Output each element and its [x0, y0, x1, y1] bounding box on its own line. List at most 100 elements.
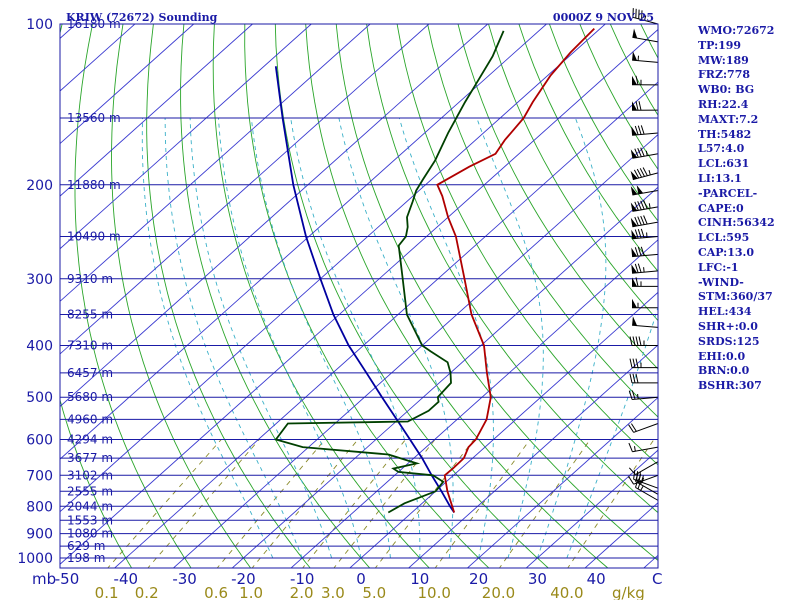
- wind-barb-flag: [630, 423, 637, 432]
- mixing-ratio-line: [434, 439, 531, 568]
- wind-barb-flag: [639, 168, 645, 177]
- dry-adiabat-line: [274, 24, 550, 568]
- moist-adiabats: [141, 117, 658, 559]
- wind-barb-staff: [635, 461, 659, 476]
- height-label: 2555 m: [67, 484, 113, 498]
- isotherm-line: [60, 24, 606, 513]
- wind-barbs: [628, 8, 659, 501]
- index-line: BSHR:307: [698, 379, 762, 393]
- index-line: LCL:631: [698, 157, 750, 171]
- mixing-ratio-tick-label: 5.0: [362, 584, 386, 600]
- wind-barb-half-flag: [641, 477, 645, 483]
- isotherm-line: [60, 24, 195, 145]
- temperature-tick-label: -20: [231, 570, 256, 588]
- moist-adiabat-line: [476, 117, 544, 559]
- isotherm-line: [60, 24, 371, 302]
- height-label: 16180 m: [67, 17, 121, 31]
- wind-barb: [631, 125, 659, 136]
- wind-barb-flag: [635, 373, 639, 384]
- wind-barb: [628, 423, 659, 433]
- wind-barb-flag: [637, 216, 642, 226]
- wind-barb-pennant: [632, 51, 638, 61]
- pressure-labels: 100 200 300 400 500 600 700 800 900 1000: [17, 17, 53, 567]
- parcel-line: [274, 66, 455, 514]
- temperature-tick-labels: -50 -40 -30 -20 -10 0 10 20 30 40: [55, 570, 606, 588]
- wind-barb-flag: [640, 475, 644, 485]
- wind-barb-flag: [629, 358, 633, 368]
- wind-barb-flag: [629, 373, 633, 384]
- index-line: EHI:0.0: [698, 349, 746, 363]
- height-label: 10490 m: [67, 230, 121, 244]
- wind-barb-staff: [632, 189, 659, 196]
- wind-barb-pennant: [632, 101, 637, 111]
- dry-adiabat-line: [244, 24, 490, 568]
- wind-barb-flag: [632, 336, 636, 346]
- wind-barb-pennant: [632, 316, 638, 326]
- isotherm-line: [60, 24, 253, 197]
- wind-barb-flag: [631, 390, 636, 400]
- wind-barb-flag: [638, 336, 642, 346]
- wind-barb: [630, 185, 659, 196]
- wind-barb-staff: [632, 172, 659, 181]
- wind-barb: [630, 167, 659, 181]
- wind-barb-flag: [628, 390, 633, 400]
- wind-barb-flag: [640, 228, 645, 238]
- wind-barb-staff: [632, 132, 659, 136]
- wind-barb-staff: [633, 474, 659, 485]
- pressure-label: 800: [26, 499, 53, 515]
- wind-barb-pennant: [631, 126, 638, 136]
- wind-barb: [629, 336, 659, 347]
- wind-barb-staff: [635, 486, 659, 501]
- temperature-tick-label: 40: [587, 570, 606, 588]
- index-line: LI:13.1: [698, 171, 742, 185]
- wind-barb-flag: [635, 336, 639, 346]
- wind-barb-flag: [637, 125, 642, 135]
- wind-barb-flag: [634, 247, 639, 257]
- wind-barb-flag: [635, 75, 639, 85]
- index-line: CAP:13.0: [698, 245, 755, 259]
- index-line: MW:189: [698, 53, 749, 67]
- mixing-ratio-tick-label: 40.0: [550, 584, 583, 600]
- wind-barb-pennant: [630, 217, 638, 227]
- index-line: LCL:595: [698, 231, 750, 245]
- wind-barb-half-flag: [648, 169, 651, 176]
- isotherm-line: [60, 24, 430, 355]
- wind-barb-flag: [634, 216, 639, 226]
- index-line: STM:360/37: [698, 290, 773, 304]
- isotherm-line: [407, 344, 658, 568]
- wind-barb-flag: [628, 467, 636, 475]
- moist-adiabat-line: [189, 117, 333, 559]
- mixing-ratio-tick-label: 0.2: [135, 584, 159, 600]
- wind-barb-flag: [637, 229, 642, 239]
- isotherm-line: [60, 24, 312, 250]
- index-line: WMO:72672: [698, 24, 775, 37]
- wind-barb-flag: [636, 168, 643, 178]
- station-title: KRIW (72672) Sounding: [66, 11, 218, 24]
- moist-adiabat-line: [217, 117, 362, 559]
- index-line: CAPE:0: [698, 201, 744, 215]
- isotherm-line: [525, 449, 658, 568]
- wind-barb-flag: [643, 215, 648, 225]
- height-label: 9310 m: [67, 272, 113, 286]
- height-label: 7310 m: [67, 339, 113, 353]
- temperature-tick-label: 20: [469, 570, 488, 588]
- wind-barb: [631, 263, 659, 274]
- wind-barb-flag: [638, 101, 642, 111]
- wind-barb-staff: [632, 236, 659, 240]
- wind-barb-pennant: [630, 186, 638, 195]
- mixing-ratio-tick-label: 1.0: [239, 584, 263, 600]
- mixing-ratio-line: [216, 439, 326, 568]
- height-label: 4960 m: [67, 412, 113, 426]
- temperature-tick-label: -10: [290, 570, 315, 588]
- height-label: 3102 m: [67, 468, 113, 482]
- wind-barb: [631, 75, 659, 86]
- isotherm-line: [60, 24, 547, 460]
- moist-adiabat-line: [338, 117, 454, 559]
- mixing-ratio-tick-label: 0.6: [204, 584, 228, 600]
- wind-barb-flag: [634, 263, 639, 273]
- index-line: TH:5482: [698, 127, 752, 141]
- wind-barb: [628, 474, 659, 485]
- wind-barb: [631, 298, 659, 309]
- wind-barb: [630, 215, 659, 228]
- dry-adiabat-line: [212, 24, 430, 568]
